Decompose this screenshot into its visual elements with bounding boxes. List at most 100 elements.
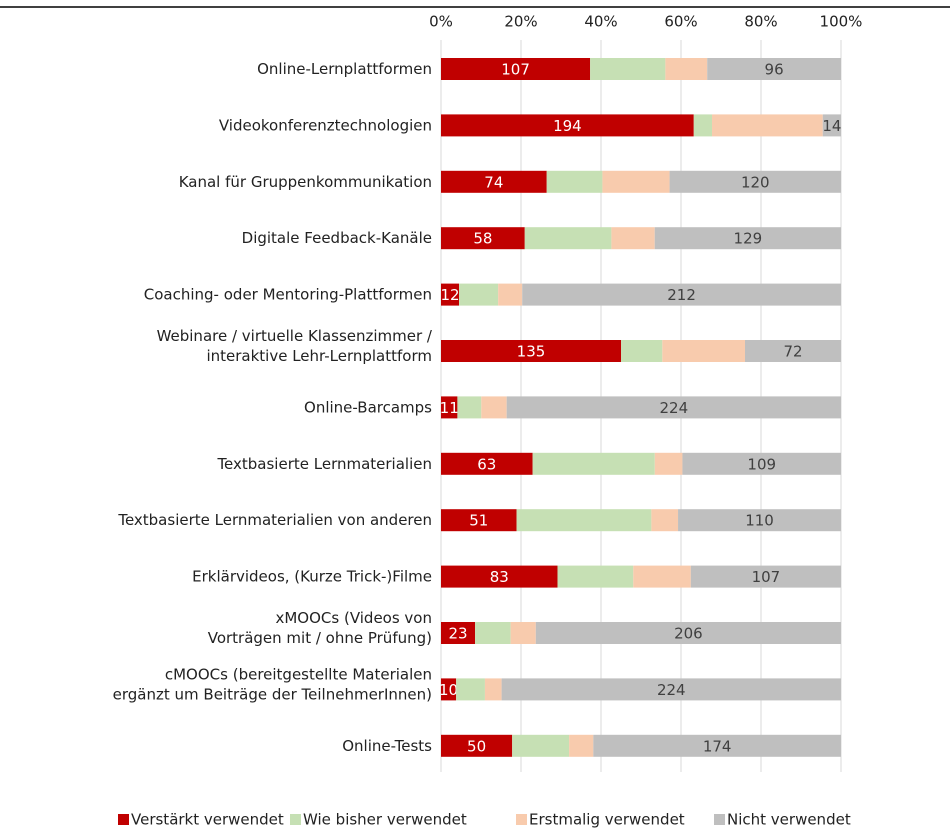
- legend-label: Erstmalig verwendet: [529, 811, 685, 829]
- x-tick-label: 40%: [584, 13, 617, 31]
- bar-segment: [665, 58, 708, 80]
- category-line: Kanal für Gruppenkommunikation: [179, 172, 432, 190]
- bar-segment: [475, 622, 511, 644]
- bar-segment: [441, 622, 476, 644]
- bar-segment: [682, 452, 841, 475]
- bar-segment: [593, 734, 841, 757]
- category-label: Erklärvideos, (Kurze Trick-)Filme: [192, 567, 432, 585]
- bar-segment: [506, 396, 841, 419]
- x-tick-label: 60%: [664, 13, 697, 31]
- data-label: 129: [734, 230, 763, 248]
- data-label: 224: [660, 399, 689, 417]
- bar-segment: [557, 565, 634, 588]
- data-label: 50: [467, 737, 486, 755]
- legend-swatch: [290, 814, 301, 825]
- data-label: 63: [477, 455, 496, 473]
- bar-segment: [484, 678, 502, 701]
- category-line: Textbasierte Lernmaterialien: [216, 454, 432, 472]
- bar-segment: [516, 509, 652, 532]
- data-label: 107: [752, 568, 781, 586]
- bar-segment: [532, 452, 655, 475]
- legend-swatch: [516, 814, 527, 825]
- bar-segment: [501, 678, 841, 701]
- category-line: Vorträgen mit / ohne Prüfung): [208, 629, 432, 647]
- data-label: 120: [741, 173, 770, 191]
- legend-swatch: [118, 814, 129, 825]
- data-label: 107: [501, 61, 530, 79]
- category-line: Coaching- oder Mentoring-Plattformen: [144, 285, 432, 303]
- bar-segment: [569, 734, 594, 757]
- category-line: Online-Lernplattformen: [257, 60, 432, 78]
- bar-segment: [654, 227, 841, 250]
- data-label: 14: [822, 117, 841, 135]
- data-label: 96: [765, 61, 784, 79]
- category-label: Videokonferenztechnologien: [219, 116, 432, 134]
- category-line: interaktive Lehr-Lernplattform: [206, 347, 432, 365]
- category-line: Webinare / virtuelle Klassenzimmer /: [157, 327, 433, 345]
- bar-segment: [678, 509, 841, 532]
- category-line: Textbasierte Lernmaterialien von anderen: [117, 511, 432, 529]
- category-label: Online-Barcamps: [304, 398, 432, 416]
- data-label: 12: [440, 286, 459, 304]
- bar-segment: [441, 565, 558, 588]
- data-label: 23: [448, 625, 467, 643]
- category-line: cMOOCs (bereitgestellte Materialen: [165, 665, 432, 683]
- bar-segment: [441, 170, 547, 193]
- data-label: 109: [747, 455, 776, 473]
- bar-segment: [498, 283, 523, 306]
- data-label: 72: [783, 343, 802, 361]
- data-label: 83: [490, 568, 509, 586]
- category-line: Digitale Feedback-Kanäle: [242, 229, 432, 247]
- category-label: Webinare / virtuelle Klassenzimmer / inte…: [157, 327, 433, 365]
- category-label: Textbasierte Lernmaterialien von anderen: [117, 511, 432, 529]
- bar-segment: [707, 58, 841, 80]
- x-tick-label: 0%: [429, 13, 453, 31]
- bar-segment: [693, 114, 713, 137]
- bar-segment: [712, 114, 823, 137]
- category-label: xMOOCs (Videos von Vorträgen mit / ohne P…: [208, 609, 432, 647]
- legend-label: Wie bisher verwendet: [303, 811, 467, 829]
- x-tick-label: 20%: [504, 13, 537, 31]
- legend-label: Nicht verwendet: [727, 811, 851, 829]
- data-label: 110: [745, 512, 774, 530]
- bar-segment: [457, 396, 482, 419]
- data-label: 58: [473, 230, 492, 248]
- data-label: 135: [517, 343, 546, 361]
- data-label: 11: [440, 399, 459, 417]
- data-label: 174: [703, 737, 732, 755]
- bar-segment: [633, 565, 691, 588]
- category-label: Digitale Feedback-Kanäle: [242, 229, 432, 247]
- bar-segment: [662, 340, 745, 362]
- category-line: ergänzt um Beiträge der TeilnehmerInnen): [113, 685, 432, 703]
- bar-segment: [441, 678, 457, 701]
- bar-segment: [456, 678, 485, 701]
- category-line: Online-Barcamps: [304, 398, 432, 416]
- category-label: Textbasierte Lernmaterialien: [216, 454, 432, 472]
- bar-segment: [651, 509, 679, 532]
- bar-segment: [441, 734, 513, 757]
- bar-segment: [441, 58, 591, 80]
- category-label: Kanal für Gruppenkommunikation: [179, 172, 432, 190]
- data-label: 194: [553, 117, 582, 135]
- category-line: xMOOCs (Videos von: [275, 609, 432, 627]
- legend-swatch: [714, 814, 725, 825]
- bar-segment: [441, 227, 525, 250]
- data-label: 10: [439, 681, 458, 699]
- category-line: Online-Tests: [342, 736, 432, 754]
- category-label: Online-Tests: [342, 736, 432, 754]
- category-label: Online-Lernplattformen: [257, 60, 432, 78]
- bar-segment: [524, 227, 612, 250]
- bar-segment: [822, 114, 841, 137]
- category-label: Coaching- oder Mentoring-Plattformen: [144, 285, 432, 303]
- bar-segment: [654, 452, 683, 475]
- bar-segment: [590, 58, 666, 80]
- bar-segment: [611, 227, 655, 250]
- bar-segment: [459, 283, 499, 306]
- bar-segment: [546, 170, 603, 193]
- bar-segment: [522, 283, 841, 306]
- bar-segment: [510, 622, 536, 644]
- bar-segment: [441, 452, 533, 475]
- bar-segment: [441, 283, 460, 306]
- bar-segment: [669, 170, 841, 193]
- category-line: Erklärvideos, (Kurze Trick-)Filme: [192, 567, 432, 585]
